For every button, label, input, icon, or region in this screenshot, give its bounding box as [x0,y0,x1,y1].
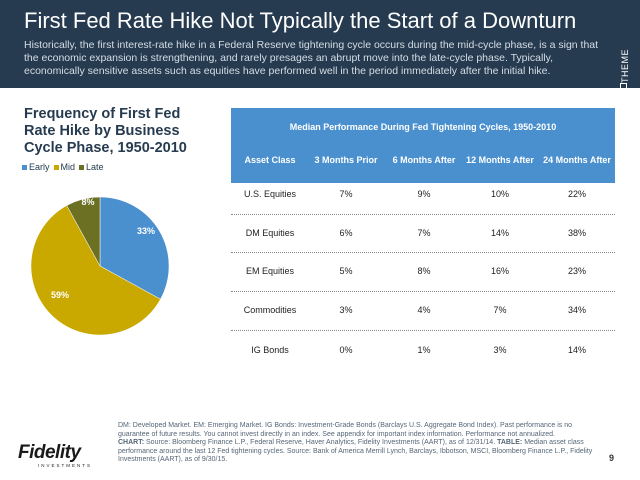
table-row-divider [231,330,615,331]
legend-swatch-late [79,164,85,170]
table-cell: 3% [339,305,353,315]
table-column-header: Asset Class [244,155,296,165]
table-cell: 7% [493,305,507,315]
fidelity-logo-tagline: INVESTMENTS [38,463,93,468]
theme-label: THEME [620,49,630,83]
table-column-header: 12 Months After [466,155,534,165]
table-row-label: IG Bonds [251,345,289,355]
pie-chart: 33% 59% 8% [30,196,170,336]
fidelity-logo: Fidelity [18,442,81,463]
table-row-label: EM Equities [245,266,295,276]
table-row-divider [231,290,615,292]
table-column-header: 3 Months Prior [314,155,378,165]
table-cell: 22% [567,189,586,199]
table-cell: 6% [339,228,353,238]
table-cell: 23% [567,266,586,276]
pie-slice-late [66,196,101,267]
table-cell: 38% [567,228,586,238]
legend-label-late: Late [86,162,104,172]
table-cell: 1% [417,345,431,355]
theme-tab: THEME [611,40,639,90]
theme-checkbox-icon [620,83,627,90]
legend-swatch-mid [53,164,59,170]
legend-label-mid: Mid [60,162,76,172]
legend-item-mid: Mid [53,162,76,172]
page-subtitle: Historically, the first interest-rate hi… [24,39,599,77]
legend-swatch-early [22,164,27,170]
pie-label-early: 33% [137,226,155,236]
footnote-text: DM: Developed Market. EM: Emerging Marke… [118,422,573,438]
footnote-chart-label: CHART: [118,439,145,447]
pie-slice-mid [30,205,161,336]
table-cell: 10% [490,189,509,199]
table-cell: 34% [567,305,586,315]
table-row-divider [231,252,615,253]
table-column-header: 24 Months After [543,155,611,165]
table-header: Median Performance During Fed Tightening… [231,108,615,183]
table-cell: 5% [339,266,353,276]
table-cell: 4% [417,305,431,315]
pie-label-mid: 59% [51,290,69,300]
table-cell: 16% [490,266,509,276]
pie-slice-early [99,196,170,300]
table-title: Median Performance During Fed Tightening… [289,122,557,132]
table-row-label: U.S. Equities [243,189,297,199]
table-row-label: Commodities [243,305,297,315]
pie-chart-title: Frequency of First Fed Rate Hike by Busi… [24,106,187,156]
table-row-divider [231,213,615,215]
footnote-table-label: TABLE: [497,439,523,447]
table-cell: 14% [567,345,586,355]
table-cell: 9% [417,189,431,199]
table-row-label: DM Equities [245,228,295,238]
pie-label-late: 8% [81,197,94,207]
legend-item-early: Early [22,162,50,172]
footnote: DM: Developed Market. EM: Emerging Marke… [118,422,598,465]
table-cell: 7% [417,228,431,238]
legend-item-late: Late [79,162,104,172]
page-number: 9 [609,453,615,463]
header-banner: First Fed Rate Hike Not Typically the St… [0,0,640,90]
table-cell: 14% [490,228,509,238]
pie-legend: Early Mid Late [22,162,108,172]
table-column-header: 6 Months After [392,155,456,165]
legend-label-early: Early [29,162,50,172]
table-cell: 7% [339,189,353,199]
table-cell: 0% [339,345,353,355]
footnote-table-source: Median asset class performance around th… [118,439,593,464]
table-cell: 3% [493,345,507,355]
table-cell: 8% [417,266,431,276]
footnote-chart-source: Source: Bloomberg Finance L.P., Federal … [146,439,496,447]
page-title: First Fed Rate Hike Not Typically the St… [24,8,577,33]
